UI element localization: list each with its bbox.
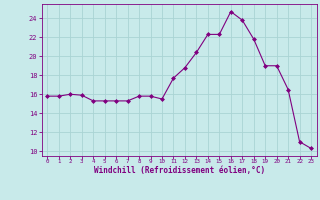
X-axis label: Windchill (Refroidissement éolien,°C): Windchill (Refroidissement éolien,°C) — [94, 166, 265, 175]
